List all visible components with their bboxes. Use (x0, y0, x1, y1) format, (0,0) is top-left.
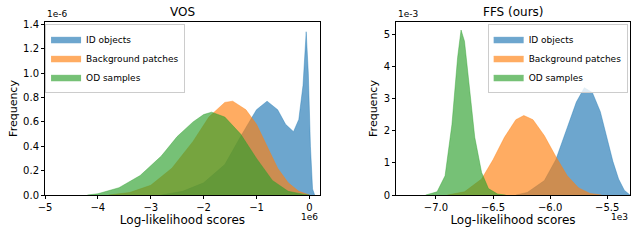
svg-text:1e3: 1e3 (611, 212, 628, 222)
svg-text:2: 2 (384, 125, 390, 136)
svg-text:−5.5: −5.5 (595, 202, 619, 213)
svg-text:Frequency: Frequency (367, 80, 380, 137)
svg-text:0.4: 0.4 (23, 141, 39, 152)
svg-text:1e6: 1e6 (301, 212, 318, 222)
svg-text:−5: −5 (38, 202, 53, 213)
svg-text:OD samples: OD samples (529, 73, 584, 83)
svg-text:0: 0 (306, 202, 312, 213)
svg-text:OD samples: OD samples (86, 73, 141, 83)
svg-text:VOS: VOS (170, 5, 195, 19)
svg-text:0.8: 0.8 (23, 92, 39, 103)
svg-text:1: 1 (384, 157, 390, 168)
svg-text:−6.5: −6.5 (481, 202, 505, 213)
svg-text:Frequency: Frequency (7, 80, 20, 137)
svg-text:Background patches: Background patches (86, 54, 178, 64)
svg-text:−3: −3 (143, 202, 158, 213)
svg-text:−1: −1 (249, 202, 264, 213)
svg-text:5: 5 (384, 29, 390, 40)
svg-text:1.0: 1.0 (23, 68, 39, 79)
svg-text:4: 4 (384, 61, 390, 72)
svg-text:3: 3 (384, 93, 390, 104)
svg-text:0: 0 (384, 190, 390, 201)
svg-text:ID objects: ID objects (86, 35, 131, 45)
svg-text:−6.0: −6.0 (538, 202, 562, 213)
svg-text:0.2: 0.2 (23, 165, 39, 176)
svg-text:Background patches: Background patches (529, 54, 621, 64)
svg-text:Log-likelihood scores: Log-likelihood scores (450, 213, 575, 227)
svg-text:−2: −2 (196, 202, 211, 213)
svg-text:1.2: 1.2 (23, 43, 39, 54)
svg-text:Log-likelihood scores: Log-likelihood scores (120, 213, 245, 227)
svg-text:ID objects: ID objects (529, 35, 574, 45)
svg-text:1e-6: 1e-6 (47, 9, 68, 19)
svg-text:−4: −4 (90, 202, 105, 213)
svg-text:0.0: 0.0 (23, 190, 39, 201)
svg-text:1.4: 1.4 (23, 19, 39, 30)
svg-text:FFS (ours): FFS (ours) (483, 5, 544, 19)
svg-text:1e-3: 1e-3 (398, 9, 418, 19)
svg-text:0.6: 0.6 (23, 116, 39, 127)
svg-text:−7.0: −7.0 (424, 202, 448, 213)
